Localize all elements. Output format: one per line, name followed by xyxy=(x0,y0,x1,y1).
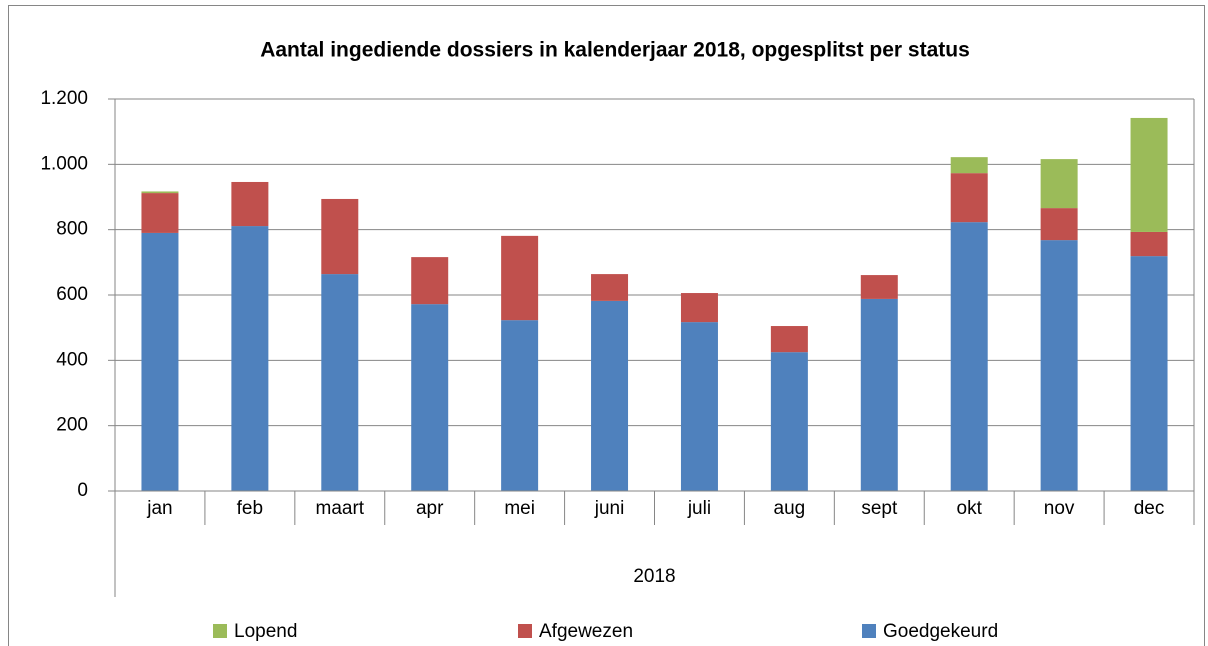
bar-segment xyxy=(321,274,359,491)
bar-segment xyxy=(770,352,808,491)
x-tick-label: okt xyxy=(957,498,983,519)
y-tick-label: 200 xyxy=(56,415,88,436)
y-tick-label: 800 xyxy=(56,219,88,240)
bar-segment xyxy=(501,320,539,491)
bar-segment xyxy=(321,198,359,275)
y-tick-label: 400 xyxy=(56,349,88,370)
y-tick-label: 600 xyxy=(56,284,88,305)
x-tick-label: mei xyxy=(504,498,535,519)
y-tick-label: 1.200 xyxy=(40,88,88,109)
bar-segment xyxy=(411,304,449,491)
x-tick-label: dec xyxy=(1134,498,1165,519)
bar-segment xyxy=(860,275,898,299)
legend-swatch xyxy=(213,624,227,638)
x-tick-label: juni xyxy=(594,498,625,519)
bar-segment xyxy=(231,226,269,491)
y-tick-label: 1.000 xyxy=(40,153,88,174)
x-tick-label: juli xyxy=(687,498,711,519)
legend-label: Goedgekeurd xyxy=(883,621,998,642)
bar-segment xyxy=(1130,256,1168,491)
legend-swatch xyxy=(518,624,532,638)
bar-segment xyxy=(411,257,449,305)
x-tick-label: sept xyxy=(861,498,898,519)
x-tick-label: feb xyxy=(237,498,263,519)
bar-segment xyxy=(770,326,808,353)
bar-segment xyxy=(950,222,988,492)
x-tick-label: nov xyxy=(1044,498,1075,519)
bar-segment xyxy=(1040,208,1078,241)
legend-swatch xyxy=(862,624,876,638)
bar-segment xyxy=(141,232,179,491)
bar-segment xyxy=(680,293,718,323)
legend-label: Lopend xyxy=(234,621,297,642)
legend-label: Afgewezen xyxy=(539,621,633,642)
bar-segment xyxy=(1130,117,1168,232)
bar-segment xyxy=(141,193,179,233)
bar-segment xyxy=(501,235,539,321)
bar-segment xyxy=(950,157,988,174)
bar-segment xyxy=(591,274,629,301)
bar-segment xyxy=(860,298,898,491)
bar-segment xyxy=(1040,159,1078,209)
bar-segment xyxy=(231,181,269,227)
x-tick-label: aug xyxy=(774,498,806,519)
x-tick-label: maart xyxy=(316,498,365,519)
bar-segment xyxy=(680,322,718,491)
x-group-label: 2018 xyxy=(633,566,675,587)
y-tick-label: 0 xyxy=(77,480,88,501)
bar-segment xyxy=(141,191,179,194)
bar-segment xyxy=(1130,231,1168,257)
x-tick-label: jan xyxy=(146,498,172,519)
x-tick-label: apr xyxy=(416,498,444,519)
bar-segment xyxy=(1040,240,1078,491)
bar-segment xyxy=(591,300,629,491)
chart-title: Aantal ingediende dossiers in kalenderja… xyxy=(260,39,970,62)
bar-segment xyxy=(950,173,988,223)
